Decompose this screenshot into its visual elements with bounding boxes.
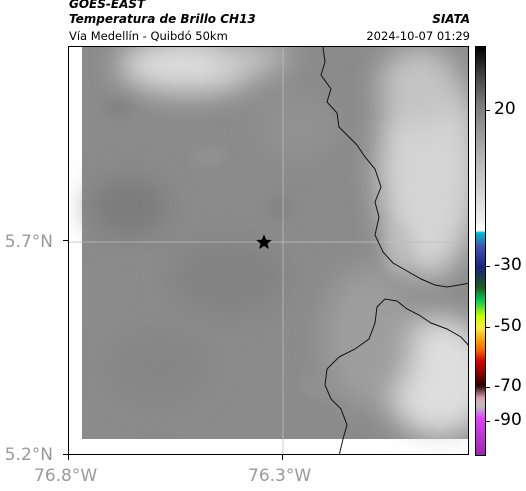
- latitude-label: 5.2°N: [4, 445, 53, 465]
- latitude-label: 5.7°N: [4, 232, 53, 252]
- star-icon: [256, 234, 272, 249]
- longitude-label: 76.3°W: [248, 466, 312, 486]
- lon-tick: [282, 455, 283, 460]
- colorbar-label: 20: [494, 99, 516, 119]
- colorbar-tick: [486, 387, 490, 388]
- colorbar-tick: [486, 110, 490, 111]
- colorbar-tick: [486, 421, 490, 422]
- lat-tick: [63, 240, 68, 241]
- map-canvas: [69, 47, 468, 454]
- boundary-line: [320, 47, 468, 288]
- lon-tick: [68, 455, 69, 460]
- satellite-title: GOES-EAST: [69, 0, 146, 11]
- colorbar-label: -50: [494, 316, 522, 336]
- product-title: Temperatura de Brillo CH13: [69, 12, 256, 26]
- lat-tick: [63, 454, 68, 455]
- route-subtitle: Vía Medellín - Quibdó 50km: [69, 29, 228, 43]
- satellite-map[interactable]: [68, 46, 469, 455]
- colorbar-label: -70: [494, 376, 522, 396]
- colorbar: [475, 46, 486, 456]
- brightness-temperature-imagery: [82, 47, 468, 439]
- organization-label: SIATA: [432, 12, 470, 26]
- timestamp: 2024-10-07 01:29: [366, 29, 470, 43]
- colorbar-label: -90: [494, 410, 522, 430]
- colorbar-tick: [486, 327, 490, 328]
- colorbar-label: -30: [494, 255, 522, 275]
- boundary-line: [324, 298, 468, 454]
- longitude-label: 76.8°W: [34, 466, 98, 486]
- colorbar-tick: [486, 266, 490, 267]
